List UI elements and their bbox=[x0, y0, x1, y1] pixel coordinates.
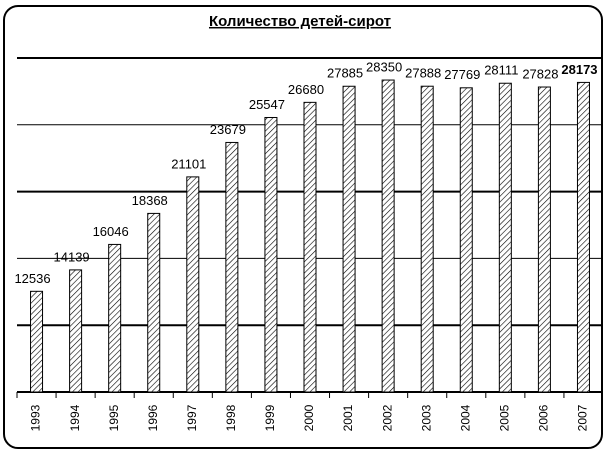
bar bbox=[264, 116, 278, 393]
bar bbox=[459, 87, 473, 393]
data-label: 27828 bbox=[522, 66, 558, 81]
data-label: 21101 bbox=[171, 156, 206, 171]
x-tick-label: 1996 bbox=[146, 404, 160, 431]
x-tick-label: 1995 bbox=[107, 404, 121, 431]
chart-title: Количество детей-сирот bbox=[209, 13, 391, 30]
bar bbox=[420, 85, 434, 393]
bar bbox=[30, 290, 44, 393]
x-tick-label: 2003 bbox=[419, 404, 433, 431]
data-label: 28350 bbox=[366, 59, 402, 74]
data-label: 23679 bbox=[210, 122, 246, 137]
data-label: 14139 bbox=[54, 249, 90, 264]
bar bbox=[381, 79, 395, 393]
bar bbox=[303, 101, 317, 393]
bar bbox=[186, 176, 200, 393]
x-tick-label: 2005 bbox=[498, 404, 512, 431]
bar bbox=[108, 243, 122, 393]
x-tick-label: 1999 bbox=[263, 404, 277, 431]
bar bbox=[147, 212, 161, 393]
bar bbox=[225, 141, 239, 393]
data-label: 25547 bbox=[249, 97, 285, 112]
bar bbox=[342, 85, 356, 393]
x-tick-label: 2007 bbox=[576, 404, 590, 431]
data-label: 27888 bbox=[405, 66, 441, 81]
x-tick-label: 2006 bbox=[537, 404, 551, 431]
bar bbox=[69, 269, 83, 393]
x-tick-label: 2002 bbox=[380, 404, 394, 431]
x-tick-label: 2000 bbox=[302, 404, 316, 431]
x-tick-label: 1998 bbox=[224, 404, 238, 431]
data-label: 27769 bbox=[444, 67, 480, 82]
data-label: 28111 bbox=[484, 63, 518, 78]
data-label: 28173 bbox=[561, 62, 597, 77]
data-label: 16046 bbox=[93, 224, 129, 239]
data-label: 27885 bbox=[327, 66, 363, 81]
x-tick-label: 1993 bbox=[29, 404, 43, 431]
x-tick-label: 1997 bbox=[185, 404, 199, 431]
bar bbox=[576, 81, 590, 393]
x-tick-label: 2001 bbox=[341, 404, 355, 431]
bar bbox=[498, 82, 512, 393]
data-label: 18368 bbox=[132, 193, 168, 208]
data-label: 12536 bbox=[14, 271, 50, 286]
x-tick-label: 2004 bbox=[458, 404, 472, 431]
data-label: 26680 bbox=[288, 82, 324, 97]
frame bbox=[3, 5, 603, 449]
bar bbox=[537, 86, 551, 393]
x-tick-label: 1994 bbox=[68, 404, 82, 431]
